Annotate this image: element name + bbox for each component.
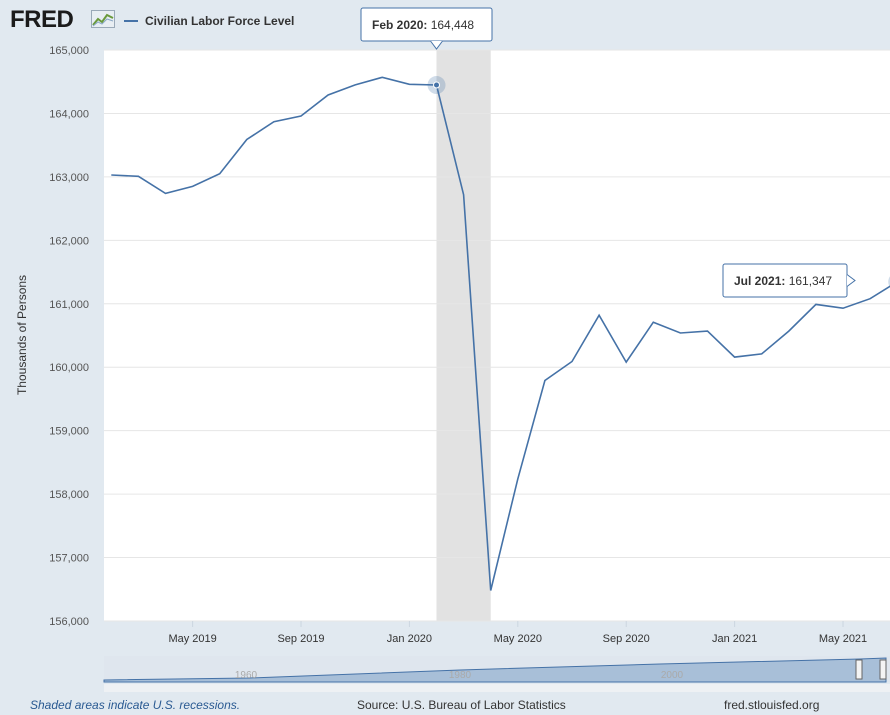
chart-line-icon — [91, 10, 115, 28]
tooltip-value: 164,448 — [431, 18, 475, 32]
y-tick-label: 158,000 — [49, 489, 89, 501]
x-tick-label: Jan 2021 — [712, 633, 757, 645]
tooltip-pointer — [430, 40, 443, 50]
series-line — [111, 76, 890, 591]
chart-legend[interactable]: Civilian Labor Force Level — [124, 12, 294, 30]
navigator-scrollbar[interactable] — [104, 684, 890, 692]
y-tick-label: 157,000 — [49, 553, 89, 565]
navigator-year-label: 2000 — [661, 670, 684, 681]
site-link[interactable]: fred.stlouisfed.org — [724, 698, 820, 712]
tooltip-value: 161,347 — [789, 274, 833, 288]
tooltip-text: Jul 2021: 161,347 — [734, 274, 832, 288]
navigator-series — [103, 657, 887, 683]
tooltip-text: Feb 2020: 164,448 — [372, 18, 474, 32]
y-tick-label: 162,000 — [49, 235, 89, 247]
navigator-year-label: 1980 — [449, 670, 472, 681]
y-axis-label: Thousands of Persons — [15, 275, 29, 395]
tooltip: Feb 2020: 164,448 — [360, 7, 493, 50]
navigator-year-label: 1960 — [235, 670, 258, 681]
legend-label: Civilian Labor Force Level — [145, 14, 295, 28]
fred-logo[interactable]: FRED — [10, 6, 74, 33]
x-axis: May 2019 Sep 2019 Jan 2020 May 2020 Sep 2020… — [168, 621, 867, 645]
range-navigator[interactable]: 1960 1980 2000 — [103, 656, 890, 692]
y-tick-label: 156,000 — [49, 616, 89, 628]
y-tick-label: 161,000 — [49, 299, 89, 311]
recession-note: Shaded areas indicate U.S. recessions. — [30, 698, 241, 712]
navigator-handle-left[interactable] — [855, 659, 863, 680]
chart-header: FRED Civilian Labor Force Level — [0, 0, 890, 42]
footer: Shaded areas indicate U.S. recessions. S… — [0, 696, 890, 715]
y-tick-label: 165,000 — [49, 45, 89, 57]
x-tick-label: Jan 2020 — [387, 633, 432, 645]
tooltip: Jul 2021: 161,347 — [722, 263, 856, 298]
line-chart: 156,000 157,000 158,000 159,000 160,000 161,0… — [15, 7, 890, 692]
grid-lines — [104, 49, 890, 622]
tooltip-date: Jul 2021: — [734, 274, 789, 288]
x-tick-label: Sep 2020 — [603, 633, 650, 645]
x-tick-label: May 2021 — [819, 633, 867, 645]
tooltip-date: Feb 2020: — [372, 18, 431, 32]
y-tick-label: 159,000 — [49, 426, 89, 438]
tooltip-pointer — [846, 274, 856, 287]
x-tick-label: May 2020 — [494, 633, 542, 645]
y-axis: 156,000 157,000 158,000 159,000 160,000 161,0… — [49, 45, 89, 628]
y-tick-label: 163,000 — [49, 172, 89, 184]
legend-swatch — [124, 20, 138, 22]
tooltip-box — [360, 7, 493, 42]
source-note: Source: U.S. Bureau of Labor Statistics — [357, 698, 566, 712]
tooltips: Feb 2020: 164,448 Jul 2021: 161,347 — [360, 7, 890, 298]
x-tick-label: Sep 2019 — [277, 633, 324, 645]
y-tick-label: 160,000 — [49, 362, 89, 374]
y-tick-label: 164,000 — [49, 108, 89, 120]
plot-area — [104, 50, 890, 621]
navigator-handle-right[interactable] — [879, 659, 887, 680]
highlight-point[interactable] — [433, 81, 441, 89]
recession-band — [436, 50, 491, 621]
x-tick-label: May 2019 — [168, 633, 216, 645]
